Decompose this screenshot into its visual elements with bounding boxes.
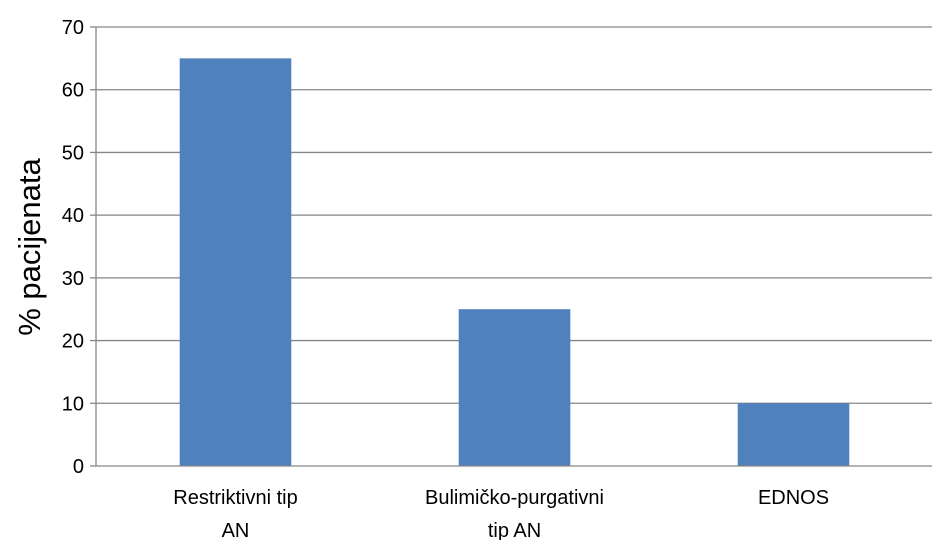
y-tick-label: 10 <box>62 393 84 415</box>
x-tick-label: EDNOS <box>758 487 829 509</box>
x-tick-label: Restriktivni tip <box>173 487 297 509</box>
y-tick-label: 50 <box>62 142 84 164</box>
y-tick-label: 20 <box>62 331 84 353</box>
y-tick-label: 30 <box>62 268 84 290</box>
x-axis-labels: Restriktivni tip AN Bulimičko-purgativni ti… <box>173 487 829 540</box>
y-tick-label: 70 <box>62 17 84 39</box>
x-tick-label: AN <box>222 520 250 540</box>
bar <box>737 403 850 466</box>
x-tick-label: tip AN <box>488 520 541 540</box>
x-tick-label: Bulimičko-purgativni <box>425 487 604 509</box>
y-axis-ticks: 0 10 20 30 40 50 60 70 <box>62 17 96 478</box>
y-tick-label: 60 <box>62 80 84 102</box>
bar <box>179 58 292 466</box>
bars <box>179 58 850 466</box>
y-tick-label: 40 <box>62 205 84 227</box>
axes <box>95 27 932 467</box>
y-tick-label: 0 <box>73 456 84 478</box>
bar <box>458 309 571 466</box>
y-axis-title: % pacijenata <box>12 157 47 335</box>
